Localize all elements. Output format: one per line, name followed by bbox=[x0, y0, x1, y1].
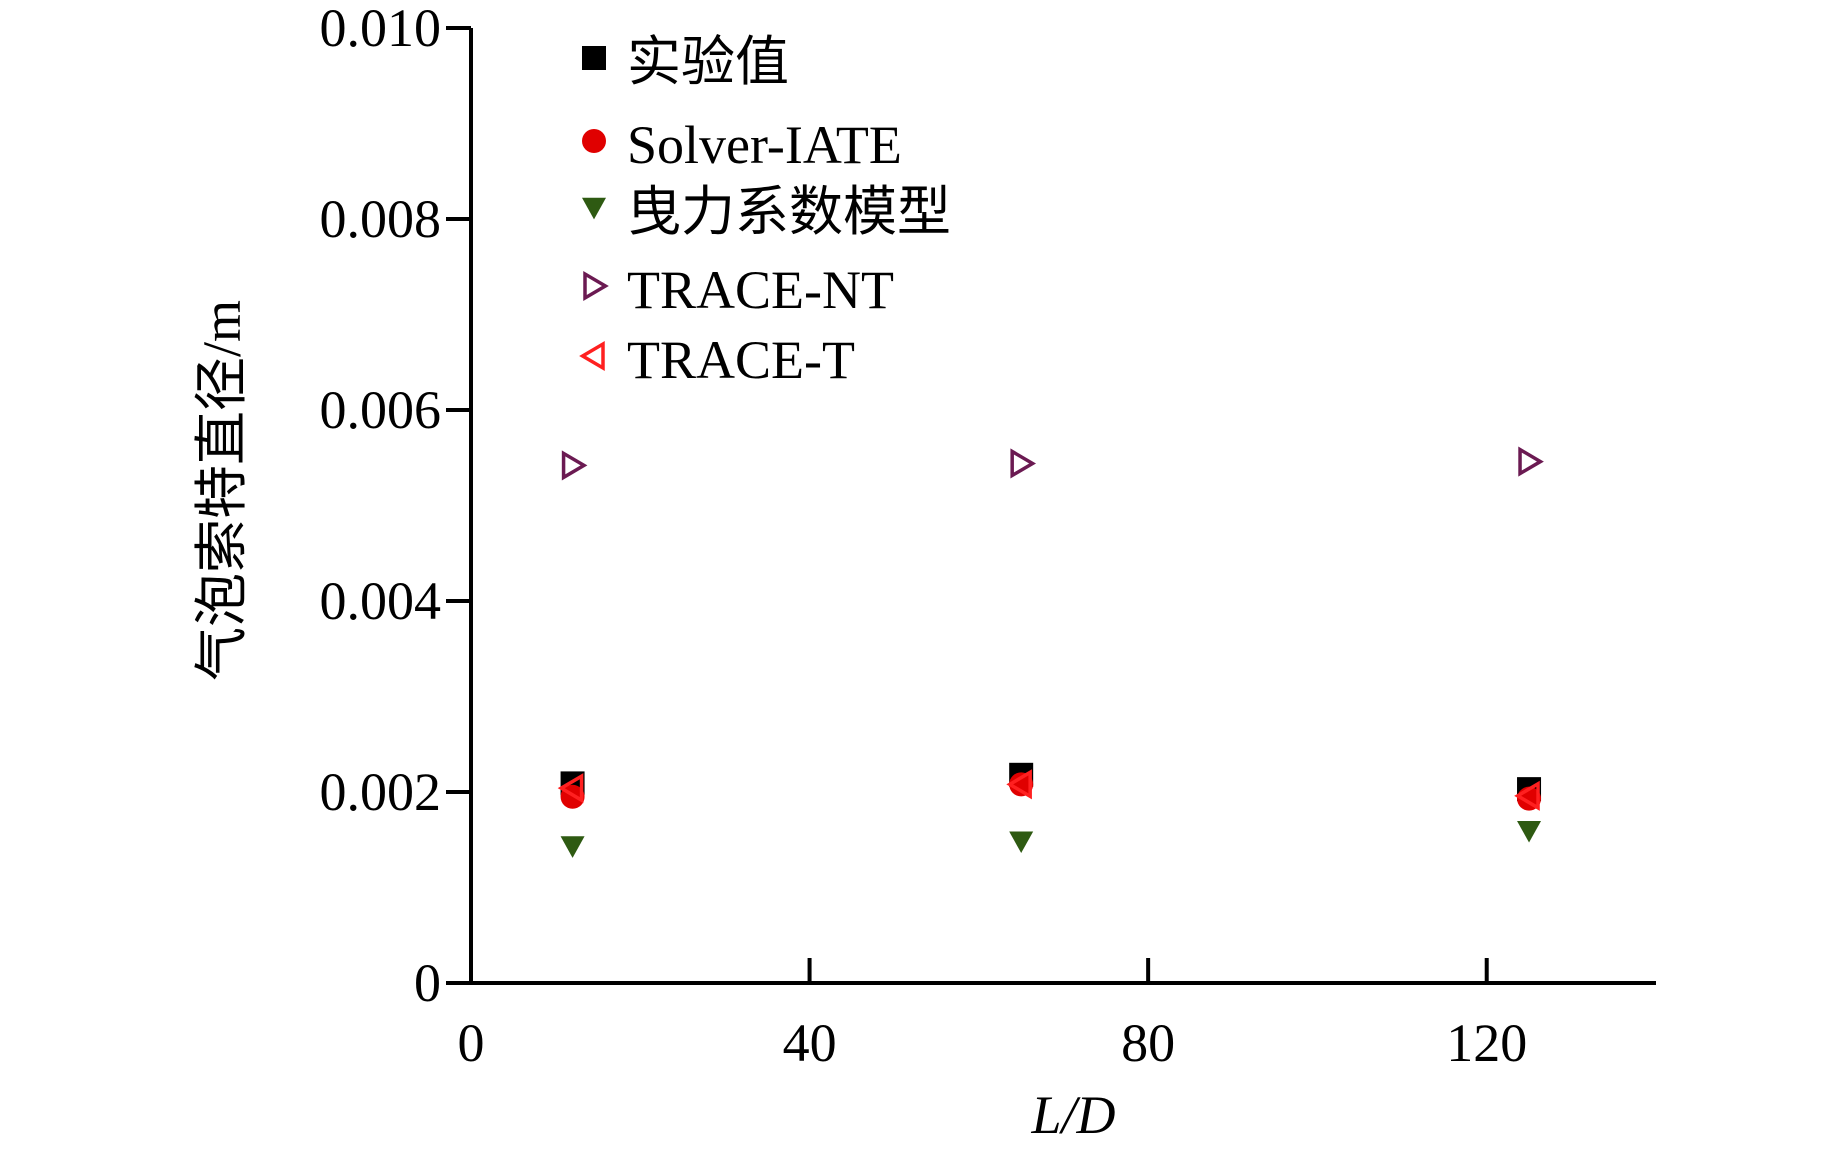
x-tick-label: 120 bbox=[1446, 1013, 1527, 1073]
data-point bbox=[561, 450, 588, 481]
x-tick-label: 0 bbox=[458, 1013, 485, 1073]
data-point bbox=[1518, 446, 1544, 477]
data-point bbox=[1009, 831, 1034, 854]
series-0 bbox=[560, 762, 1542, 802]
legend-marker bbox=[582, 129, 606, 153]
legend-item: 曳力系数模型 bbox=[582, 182, 951, 242]
data-point bbox=[1514, 780, 1540, 811]
legend-marker bbox=[583, 270, 609, 302]
x-tick-label: 80 bbox=[1121, 1013, 1175, 1073]
legend-marker bbox=[582, 197, 606, 220]
y-axis-title: 气泡索特直径/m bbox=[192, 300, 252, 681]
legend: 实验值 Solver-IATE 曳力系数模型 TRACE-NT TRACE-T bbox=[579, 32, 951, 390]
y-tick-label: 0.010 bbox=[320, 0, 442, 58]
legend-marker bbox=[579, 340, 605, 372]
legend-item: TRACE-T bbox=[579, 330, 855, 390]
axis-labels: L/D 气泡索特直径/m bbox=[192, 300, 1116, 1145]
y-tick-label: 0.004 bbox=[320, 571, 442, 631]
y-tick-label: 0.006 bbox=[320, 380, 442, 440]
legend-label: 曳力系数模型 bbox=[627, 182, 951, 242]
legend-label: TRACE-NT bbox=[627, 260, 894, 320]
series-2 bbox=[560, 820, 1542, 858]
series-1 bbox=[560, 772, 1542, 811]
y-tick-label: 0 bbox=[414, 953, 441, 1013]
ticks: 0 0.002 0.004 0.006 0.008 0.010 0 40 80 120 bbox=[320, 0, 1528, 1073]
data-point bbox=[1009, 772, 1034, 797]
legend-item: TRACE-NT bbox=[583, 260, 894, 320]
series-3 bbox=[561, 446, 1544, 481]
data-points bbox=[557, 446, 1544, 858]
legend-marker bbox=[582, 46, 606, 70]
legend-item: Solver-IATE bbox=[582, 115, 902, 175]
x-axis-title: L/D bbox=[1030, 1085, 1115, 1145]
legend-label: 实验值 bbox=[627, 32, 789, 92]
data-point bbox=[1006, 769, 1032, 800]
legend-label: Solver-IATE bbox=[627, 115, 902, 175]
x-tick-label: 40 bbox=[783, 1013, 837, 1073]
data-point bbox=[560, 836, 585, 858]
axes bbox=[469, 28, 1656, 985]
legend-label: TRACE-T bbox=[627, 330, 855, 390]
legend-item: 实验值 bbox=[582, 32, 789, 92]
y-tick-label: 0.002 bbox=[320, 762, 442, 822]
series-4 bbox=[557, 769, 1540, 811]
data-point bbox=[1517, 820, 1542, 843]
y-tick-label: 0.008 bbox=[320, 189, 442, 249]
data-point bbox=[557, 773, 584, 804]
data-point bbox=[1010, 448, 1037, 479]
